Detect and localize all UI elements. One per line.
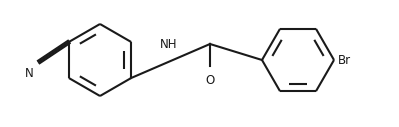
- Text: NH: NH: [160, 38, 177, 51]
- Text: N: N: [24, 67, 33, 80]
- Text: Br: Br: [338, 53, 351, 67]
- Text: O: O: [205, 74, 215, 87]
